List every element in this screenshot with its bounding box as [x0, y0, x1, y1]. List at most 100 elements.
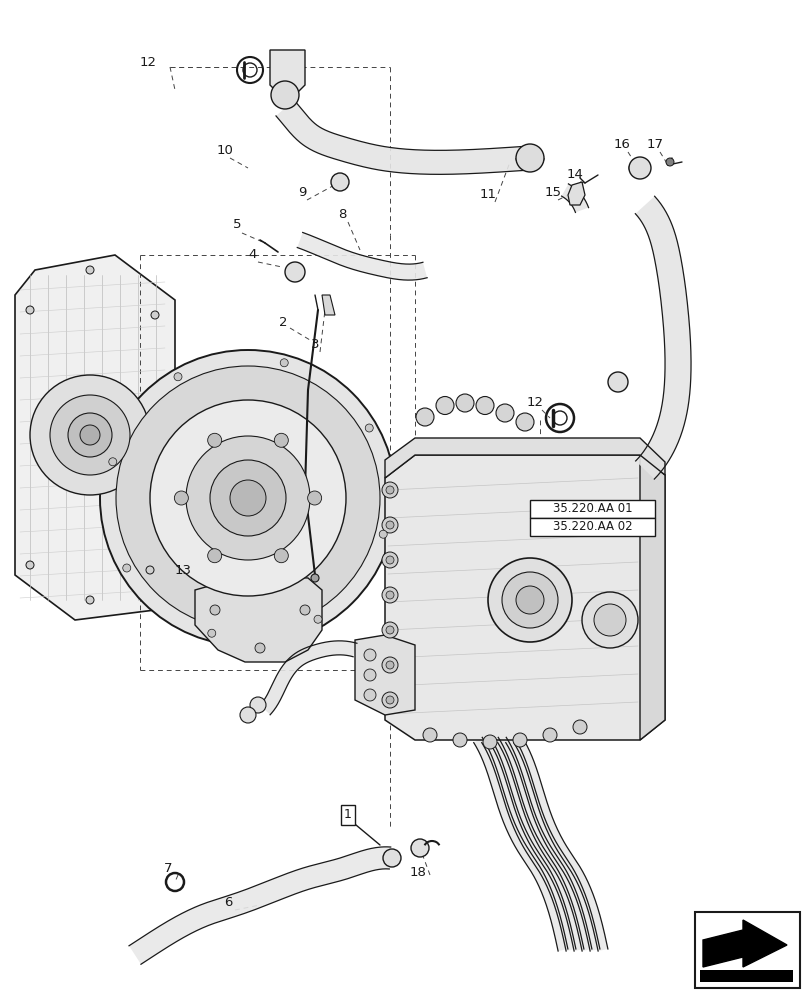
Circle shape — [415, 408, 433, 426]
Circle shape — [285, 262, 305, 282]
Circle shape — [307, 491, 321, 505]
Text: 16: 16 — [613, 137, 629, 150]
Circle shape — [208, 433, 221, 447]
Circle shape — [255, 643, 264, 653]
Circle shape — [381, 692, 397, 708]
Polygon shape — [489, 737, 583, 951]
Circle shape — [151, 311, 159, 319]
Circle shape — [496, 404, 513, 422]
Polygon shape — [497, 737, 591, 951]
Circle shape — [543, 728, 556, 742]
Circle shape — [365, 424, 373, 432]
Circle shape — [515, 144, 543, 172]
Polygon shape — [634, 196, 690, 479]
Circle shape — [271, 81, 298, 109]
Polygon shape — [639, 455, 664, 740]
Circle shape — [456, 394, 474, 412]
Circle shape — [385, 661, 393, 669]
Polygon shape — [354, 635, 414, 715]
Circle shape — [453, 733, 466, 747]
Circle shape — [379, 530, 387, 538]
Circle shape — [331, 173, 349, 191]
Circle shape — [363, 649, 375, 661]
Polygon shape — [568, 182, 584, 205]
Circle shape — [250, 697, 266, 713]
Circle shape — [594, 604, 625, 636]
Circle shape — [487, 558, 571, 642]
Text: 11: 11 — [479, 188, 496, 202]
Circle shape — [607, 372, 627, 392]
Text: 5: 5 — [233, 219, 241, 232]
Polygon shape — [276, 100, 530, 174]
Circle shape — [311, 574, 319, 582]
Text: 4: 4 — [248, 248, 257, 261]
Text: 35.220.AA 01: 35.220.AA 01 — [552, 502, 632, 516]
Circle shape — [513, 733, 526, 747]
Circle shape — [314, 615, 322, 623]
Circle shape — [122, 564, 131, 572]
Circle shape — [423, 728, 436, 742]
Bar — [699, 970, 792, 982]
Circle shape — [385, 696, 393, 704]
Circle shape — [116, 366, 380, 630]
Text: 12: 12 — [526, 395, 543, 408]
Text: 1: 1 — [344, 808, 351, 822]
Circle shape — [210, 460, 285, 536]
Circle shape — [280, 359, 288, 367]
Circle shape — [26, 561, 34, 569]
Circle shape — [274, 433, 288, 447]
Bar — [694, 912, 799, 988]
Polygon shape — [195, 575, 322, 662]
Polygon shape — [505, 737, 599, 951]
Text: 10: 10 — [217, 143, 233, 156]
Circle shape — [515, 586, 543, 614]
Circle shape — [150, 400, 345, 596]
Text: 18: 18 — [409, 865, 426, 879]
Circle shape — [385, 486, 393, 494]
Polygon shape — [702, 920, 786, 967]
Circle shape — [174, 491, 188, 505]
Circle shape — [573, 720, 586, 734]
Circle shape — [381, 552, 397, 568]
Polygon shape — [260, 641, 357, 715]
Text: 3: 3 — [311, 338, 319, 352]
Text: 15: 15 — [544, 186, 561, 198]
Circle shape — [383, 849, 401, 867]
Polygon shape — [561, 184, 588, 212]
Circle shape — [381, 517, 397, 533]
Polygon shape — [513, 737, 607, 951]
Circle shape — [186, 436, 310, 560]
Circle shape — [208, 549, 221, 563]
Circle shape — [385, 521, 393, 529]
Circle shape — [385, 591, 393, 599]
Text: 13: 13 — [174, 564, 191, 576]
Circle shape — [230, 480, 266, 516]
Circle shape — [515, 413, 534, 431]
Bar — [530, 500, 654, 518]
Circle shape — [109, 458, 117, 466]
Circle shape — [483, 735, 496, 749]
Text: 12: 12 — [139, 55, 157, 68]
Text: 7: 7 — [164, 861, 172, 874]
Circle shape — [30, 375, 150, 495]
Circle shape — [381, 657, 397, 673]
Circle shape — [385, 626, 393, 634]
Polygon shape — [15, 255, 175, 620]
Polygon shape — [297, 232, 427, 280]
Circle shape — [299, 605, 310, 615]
Polygon shape — [270, 50, 305, 95]
Text: 2: 2 — [278, 316, 287, 328]
Circle shape — [665, 158, 673, 166]
Circle shape — [363, 689, 375, 701]
Polygon shape — [322, 295, 335, 315]
Circle shape — [26, 306, 34, 314]
Circle shape — [436, 396, 453, 414]
Text: 6: 6 — [224, 896, 232, 908]
Polygon shape — [129, 847, 390, 964]
Circle shape — [385, 556, 393, 564]
Polygon shape — [481, 737, 575, 951]
Text: 35.220.AA 02: 35.220.AA 02 — [552, 520, 632, 534]
Circle shape — [86, 266, 94, 274]
Circle shape — [208, 629, 216, 637]
Text: 14: 14 — [566, 167, 583, 180]
